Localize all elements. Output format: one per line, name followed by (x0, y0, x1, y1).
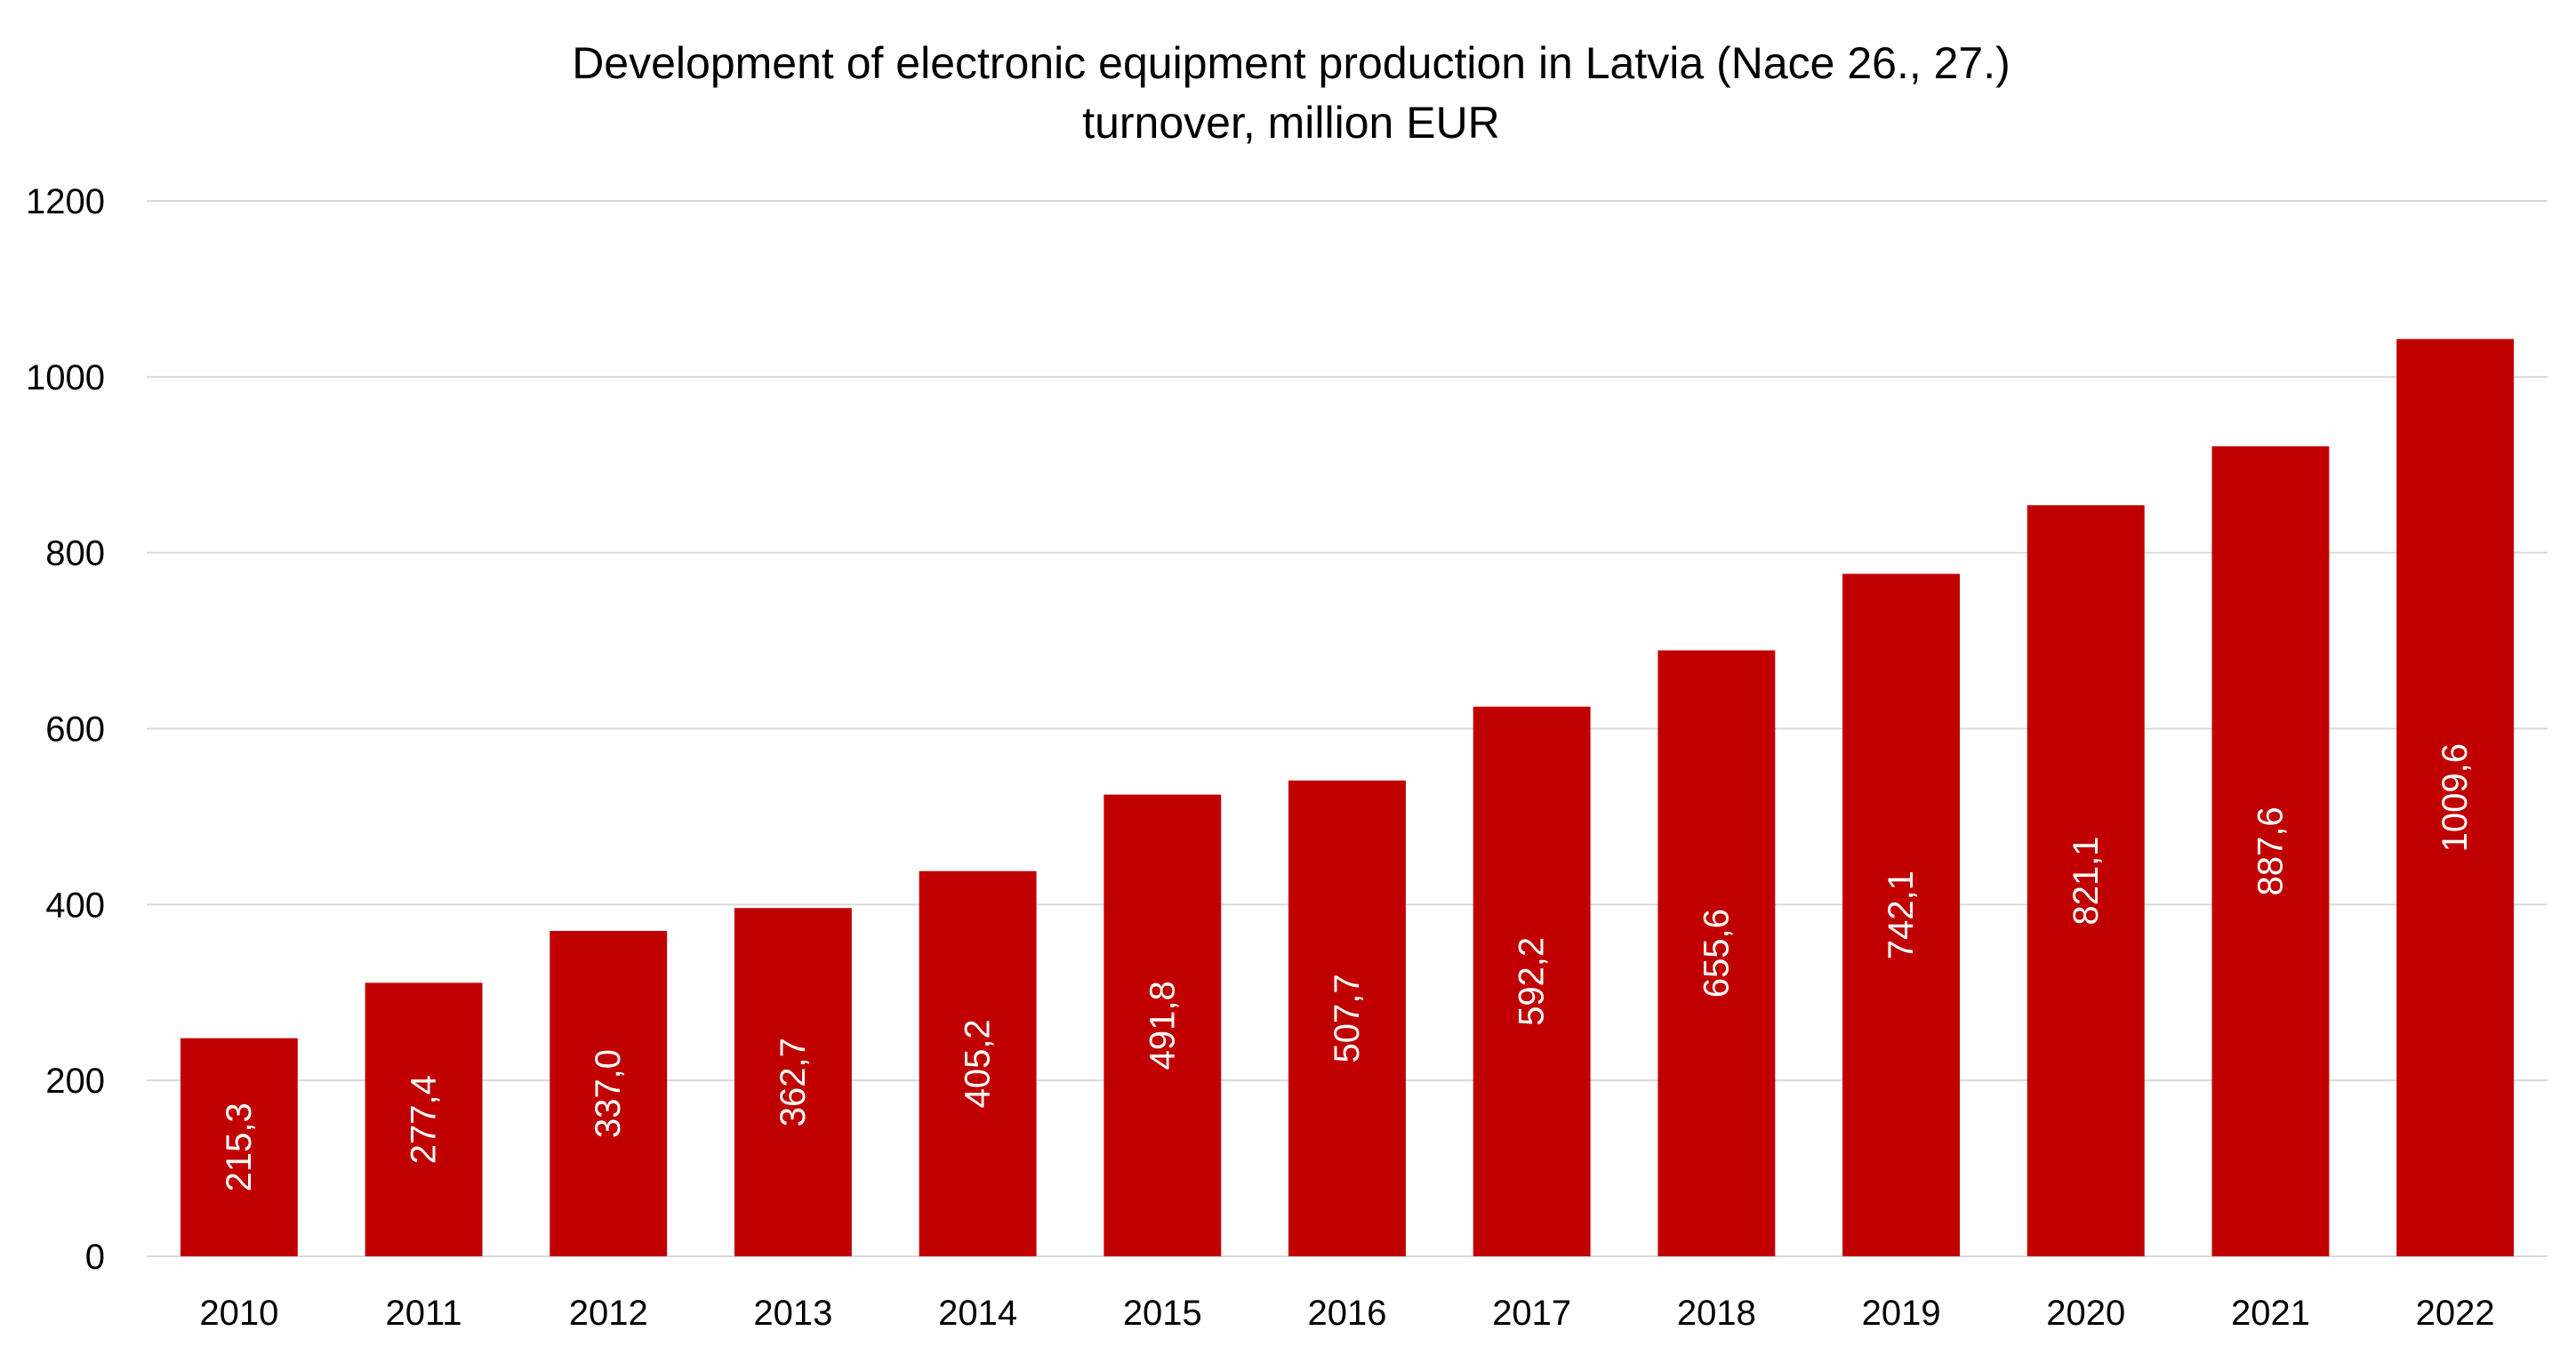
data-label: 362,7 (774, 1038, 813, 1127)
y-axis-tick-labels: 0 200 400 600 800 1000 1200 (26, 182, 105, 1277)
bar (1842, 573, 1961, 1256)
x-tick-label: 2019 (1862, 1294, 1941, 1333)
bar (2211, 445, 2330, 1256)
y-tick-label: 600 (45, 710, 105, 750)
chart-title: Development of electronic equipment prod… (572, 38, 2010, 88)
data-label: 491,8 (1143, 981, 1182, 1070)
x-tick-label: 2018 (1677, 1294, 1756, 1333)
x-tick-label: 2010 (199, 1294, 278, 1333)
x-tick-label: 2011 (386, 1294, 462, 1333)
data-labels: 215,3 277,4 337,0 362,7 405,2 491,8 507,7 592,2… (220, 743, 2475, 1191)
y-tick-label: 1200 (26, 182, 105, 221)
data-label: 821,1 (2066, 837, 2106, 926)
x-tick-label: 2020 (2046, 1294, 2125, 1333)
x-tick-label: 2021 (2231, 1294, 2310, 1333)
data-label: 742,1 (1882, 870, 1921, 959)
bar (180, 1038, 298, 1256)
y-tick-label: 0 (85, 1238, 105, 1277)
bars (180, 339, 2515, 1256)
y-tick-label: 1000 (26, 358, 105, 397)
bar (1103, 794, 1222, 1256)
data-label: 655,6 (1697, 909, 1736, 998)
x-tick-label: 2017 (1492, 1294, 1571, 1333)
x-tick-label: 2014 (938, 1294, 1017, 1333)
data-label: 337,0 (589, 1049, 628, 1138)
y-tick-label: 800 (45, 534, 105, 573)
data-label: 215,3 (220, 1102, 259, 1191)
bar (919, 870, 1037, 1256)
x-tick-label: 2022 (2416, 1294, 2495, 1333)
data-label: 277,4 (405, 1075, 444, 1164)
bar (1657, 650, 1776, 1256)
data-label: 887,6 (2251, 806, 2290, 895)
x-axis-tick-labels: 2010 2011 2012 2013 2014 2015 2016 2017 2018 2019… (199, 1294, 2494, 1333)
chart-subtitle: turnover, million EUR (1082, 98, 1500, 148)
bar (734, 908, 852, 1256)
x-tick-label: 2012 (569, 1294, 648, 1333)
data-label: 405,2 (959, 1019, 998, 1108)
bar (1288, 780, 1406, 1256)
data-label: 507,7 (1328, 974, 1367, 1062)
data-label: 592,2 (1513, 937, 1552, 1026)
x-tick-label: 2013 (753, 1294, 832, 1333)
x-tick-label: 2016 (1308, 1294, 1387, 1333)
y-tick-label: 200 (45, 1062, 105, 1101)
bar (1473, 706, 1591, 1256)
bar (550, 931, 668, 1256)
y-tick-label: 400 (45, 886, 105, 925)
bar (2026, 505, 2145, 1256)
data-label: 1009,6 (2436, 743, 2475, 852)
bar (2396, 339, 2515, 1256)
x-tick-label: 2015 (1123, 1294, 1202, 1333)
bar (365, 982, 483, 1256)
